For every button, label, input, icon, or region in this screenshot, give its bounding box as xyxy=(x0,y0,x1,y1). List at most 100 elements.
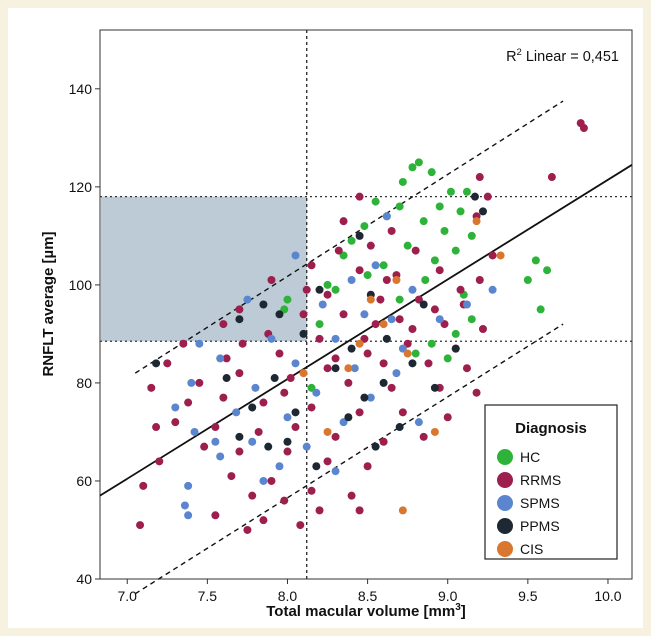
data-point-rrms xyxy=(280,388,289,397)
data-point-spms xyxy=(216,354,225,363)
data-point-spms xyxy=(195,339,204,348)
series-rrms xyxy=(136,119,588,534)
data-point-hc xyxy=(283,295,292,304)
data-point-rrms xyxy=(286,374,295,383)
data-point-rrms xyxy=(478,325,487,334)
data-point-spms xyxy=(350,364,359,373)
data-point-rrms xyxy=(547,173,556,182)
data-point-hc xyxy=(411,349,420,358)
data-point-rrms xyxy=(462,364,471,373)
series-spms xyxy=(171,212,497,520)
data-point-hc xyxy=(523,275,532,284)
data-point-rrms xyxy=(366,241,375,250)
data-point-ppms xyxy=(470,192,479,201)
data-point-rrms xyxy=(179,339,188,348)
y-tick-label: 60 xyxy=(76,473,92,489)
data-point-cis xyxy=(398,506,407,515)
data-point-rrms xyxy=(267,275,276,284)
data-point-cis xyxy=(472,217,481,226)
data-point-rrms xyxy=(379,359,388,368)
data-point-rrms xyxy=(235,447,244,456)
data-point-hc xyxy=(339,251,348,260)
data-point-ppms xyxy=(235,432,244,441)
data-point-ppms xyxy=(382,334,391,343)
data-points xyxy=(136,119,588,534)
data-point-hc xyxy=(414,158,423,167)
data-point-spms xyxy=(302,442,311,451)
legend-label-spms: SPMS xyxy=(520,495,560,511)
data-point-ppms xyxy=(347,344,356,353)
data-point-spms xyxy=(392,369,401,378)
data-point-hc xyxy=(451,329,460,338)
data-point-rrms xyxy=(323,290,332,299)
data-point-spms xyxy=(275,462,284,471)
data-point-spms xyxy=(180,501,189,510)
data-point-rrms xyxy=(344,378,353,387)
data-point-hc xyxy=(456,207,465,216)
data-point-hc xyxy=(280,305,289,314)
data-point-rrms xyxy=(488,251,497,260)
data-point-rrms xyxy=(291,423,300,432)
data-point-ppms xyxy=(299,329,308,338)
legend-marker-ppms xyxy=(497,518,513,534)
data-point-ppms xyxy=(283,437,292,446)
x-tick-label: 7.0 xyxy=(118,588,138,604)
x-tick-label: 10.0 xyxy=(594,588,621,604)
data-point-rrms xyxy=(315,334,324,343)
data-point-cis xyxy=(323,427,332,436)
series-hc xyxy=(280,158,552,392)
data-point-ppms xyxy=(395,423,404,432)
data-point-rrms xyxy=(307,403,316,412)
data-point-rrms xyxy=(235,305,244,314)
y-axis-label: RNFLT average [µm] xyxy=(40,231,57,376)
data-point-spms xyxy=(414,418,423,427)
series-ppms xyxy=(152,192,487,471)
data-point-ppms xyxy=(248,403,257,412)
data-point-rrms xyxy=(267,476,276,485)
data-point-spms xyxy=(283,413,292,422)
y-tick-label: 120 xyxy=(69,179,93,195)
data-point-spms xyxy=(291,359,300,368)
data-point-spms xyxy=(184,511,193,520)
figure-frame: 7.0 7.5 8.0 8.5 9.0 9.5 10.0 40 60 80 100 120 140 R2… xyxy=(8,8,643,628)
legend-label-cis: CIS xyxy=(520,541,543,557)
data-point-spms xyxy=(259,476,268,485)
data-point-ppms xyxy=(379,378,388,387)
data-point-rrms xyxy=(296,521,305,530)
data-point-rrms xyxy=(376,295,385,304)
data-point-rrms xyxy=(419,432,428,441)
data-point-spms xyxy=(243,295,252,304)
data-point-rrms xyxy=(339,310,348,319)
data-point-spms xyxy=(462,300,471,309)
data-point-rrms xyxy=(483,192,492,201)
data-point-rrms xyxy=(283,447,292,456)
data-point-cis xyxy=(299,369,308,378)
data-point-hc xyxy=(536,305,545,314)
data-point-hc xyxy=(543,266,552,275)
data-point-rrms xyxy=(243,525,252,534)
data-point-ppms xyxy=(331,364,340,373)
data-point-rrms xyxy=(280,496,289,505)
data-point-spms xyxy=(291,251,300,260)
data-point-cis xyxy=(344,364,353,373)
data-point-rrms xyxy=(382,275,391,284)
data-point-rrms xyxy=(456,285,465,294)
highlight-region xyxy=(101,196,307,342)
data-point-rrms xyxy=(379,437,388,446)
data-point-hc xyxy=(419,217,428,226)
data-point-spms xyxy=(371,261,380,270)
data-point-spms xyxy=(318,300,327,309)
data-point-rrms xyxy=(398,408,407,417)
data-point-ppms xyxy=(419,300,428,309)
data-point-rrms xyxy=(248,491,257,500)
axes: 7.0 7.5 8.0 8.5 9.0 9.5 10.0 40 60 80 100 120 140 xyxy=(69,81,622,604)
data-point-spms xyxy=(184,481,193,490)
data-point-rrms xyxy=(443,413,452,422)
series-cis xyxy=(299,217,505,515)
data-point-hc xyxy=(408,163,417,172)
data-point-ppms xyxy=(344,413,353,422)
data-point-rrms xyxy=(219,320,228,329)
data-point-ppms xyxy=(371,442,380,451)
data-point-spms xyxy=(408,285,417,294)
data-point-rrms xyxy=(414,295,423,304)
